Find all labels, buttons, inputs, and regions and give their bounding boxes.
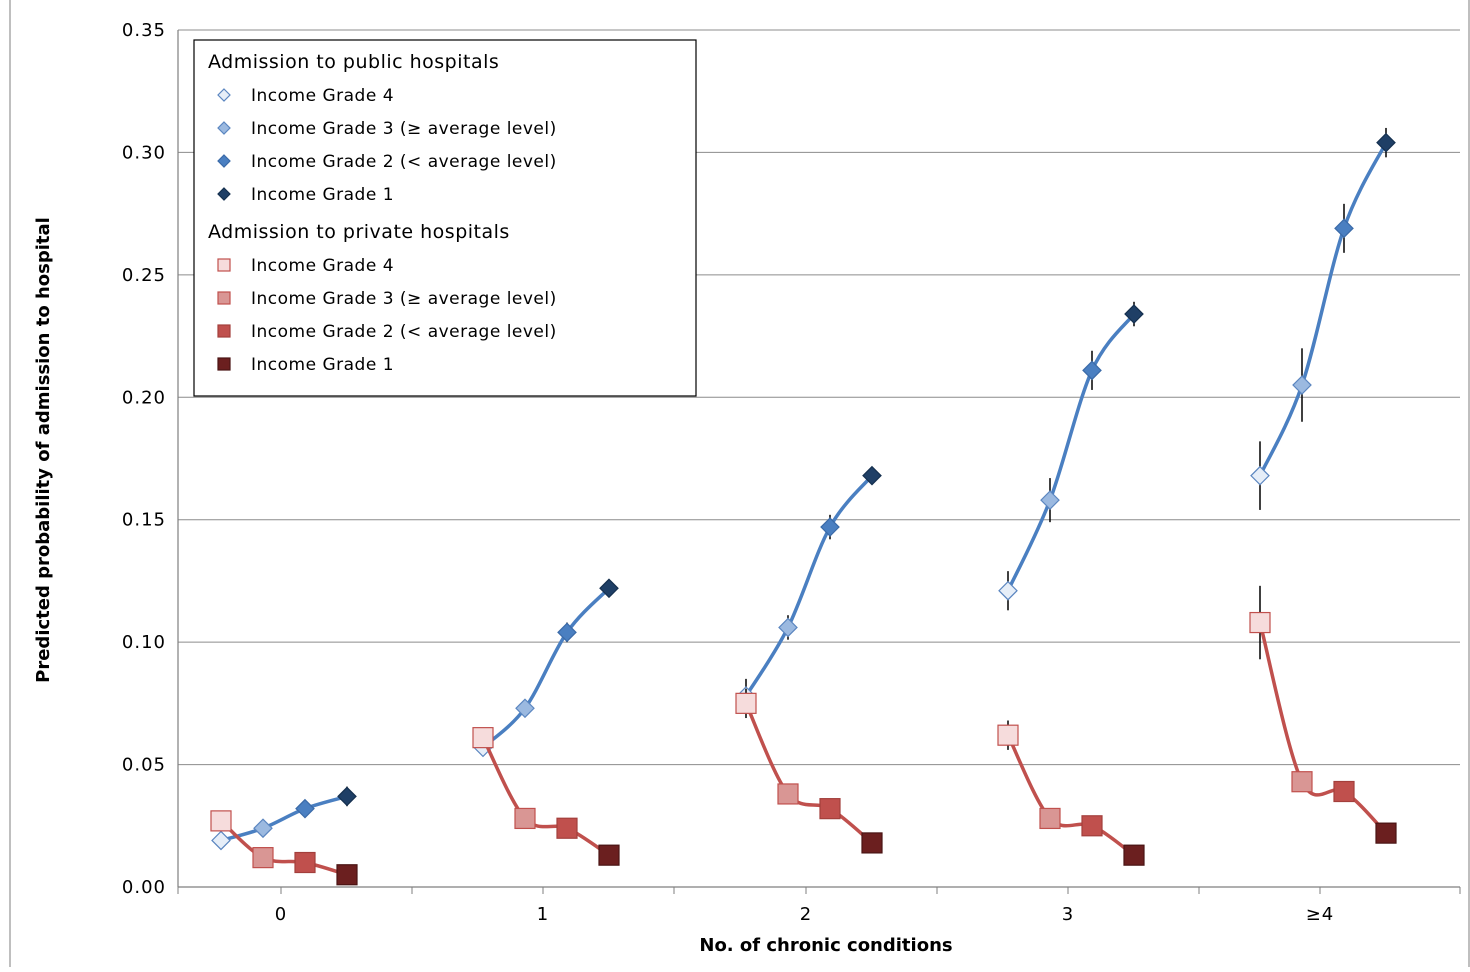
public-series-line — [481, 587, 611, 749]
public-data-point — [211, 830, 231, 851]
x-tick-label: 3 — [1062, 904, 1074, 925]
private-series-line — [481, 736, 610, 857]
legend-item-label: Income Grade 1 — [251, 185, 394, 205]
private-data-point — [1039, 807, 1061, 830]
public-data-point — [557, 622, 577, 643]
private-data-point — [777, 783, 799, 805]
private-data-point — [1081, 815, 1103, 837]
public-data-point — [1124, 304, 1144, 324]
public-data-point — [1040, 490, 1060, 510]
public-data-point — [778, 617, 798, 638]
private-data-point — [735, 692, 757, 714]
legend-item-label: Income Grade 1 — [251, 355, 394, 375]
legend-marker — [217, 357, 231, 371]
public-data-point — [515, 698, 535, 719]
legend-item-label: Income Grade 2 (< average level) — [251, 152, 557, 172]
x-tick-label: 0 — [275, 904, 287, 925]
private-data-point — [336, 864, 358, 886]
private-data-point — [1333, 780, 1355, 803]
legend-marker — [217, 324, 231, 338]
private-data-point — [861, 832, 883, 854]
public-series-line — [744, 474, 874, 697]
private-data-point — [1291, 771, 1313, 793]
private-data-point — [1249, 611, 1271, 634]
x-tick-label: ≥4 — [1306, 904, 1335, 925]
public-data-point — [1334, 218, 1354, 239]
private-data-point — [997, 724, 1019, 746]
private-data-point — [556, 817, 578, 839]
legend-item-label: Income Grade 3 (≥ average level) — [251, 289, 557, 309]
legend-group-label: Admission to private hospitals — [208, 221, 510, 243]
public-data-point — [337, 786, 357, 807]
private-series-line — [744, 702, 874, 845]
private-series-line — [1006, 734, 1136, 857]
private-data-point — [1375, 822, 1397, 844]
y-tick-label: 0.10 — [122, 632, 166, 653]
y-tick-label: 0.00 — [122, 877, 166, 898]
y-tick-label: 0.15 — [122, 510, 166, 531]
public-series-line — [220, 794, 348, 843]
public-data-point — [1250, 465, 1270, 486]
x-tick-label: 1 — [537, 904, 549, 925]
public-data-point — [998, 580, 1018, 601]
private-data-point — [252, 847, 274, 869]
public-data-point — [1082, 360, 1102, 381]
public-data-point — [1292, 375, 1312, 395]
legend-item-label: Income Grade 4 — [251, 256, 394, 276]
legend: Admission to public hospitals Income Grad… — [193, 39, 697, 397]
y-axis-title: Predicted probability of admission to ho… — [33, 217, 54, 683]
x-axis-title: No. of chronic conditions — [699, 935, 952, 956]
private-data-point — [514, 807, 536, 830]
private-data-point — [598, 844, 620, 866]
public-data-point — [862, 465, 882, 486]
legend-marker — [217, 154, 231, 168]
private-data-point — [472, 727, 494, 749]
series — [210, 127, 1397, 886]
x-tick-label: 2 — [800, 904, 812, 925]
legend-item-label: Income Grade 4 — [251, 86, 394, 106]
legend-group-label: Admission to public hospitals — [208, 51, 499, 73]
private-data-point — [1123, 844, 1145, 866]
y-tick-label: 0.20 — [122, 387, 166, 408]
legend-item-label: Income Grade 3 (≥ average level) — [251, 119, 557, 139]
public-data-point — [599, 578, 619, 599]
legend-marker — [217, 258, 231, 272]
axes: 0.00 0.05 0.10 0.15 0.20 0.25 0.30 0.35 0 1 2 3 ≥4 — [9, 0, 1470, 967]
public-data-point — [820, 517, 840, 537]
legend-marker — [217, 291, 231, 305]
public-data-point — [1376, 132, 1396, 153]
private-data-point — [294, 851, 316, 874]
legend-marker — [217, 187, 231, 201]
legend-marker — [217, 88, 231, 102]
private-series-line — [219, 819, 348, 877]
public-series-line — [1006, 312, 1136, 592]
public-data-point — [253, 818, 273, 839]
legend-marker — [217, 121, 231, 135]
private-series-line — [1258, 622, 1388, 835]
y-tick-label: 0.05 — [122, 755, 166, 776]
private-data-point — [210, 810, 232, 832]
public-data-point — [295, 798, 315, 819]
gridlines — [178, 29, 1460, 766]
legend-item-label: Income Grade 2 (< average level) — [251, 322, 557, 342]
y-tick-label: 0.35 — [122, 20, 166, 41]
legend-box — [193, 39, 697, 397]
y-tick-label: 0.25 — [122, 265, 166, 286]
private-data-point — [819, 798, 841, 820]
y-tick-label: 0.30 — [122, 142, 166, 163]
public-series-line — [1258, 141, 1388, 477]
